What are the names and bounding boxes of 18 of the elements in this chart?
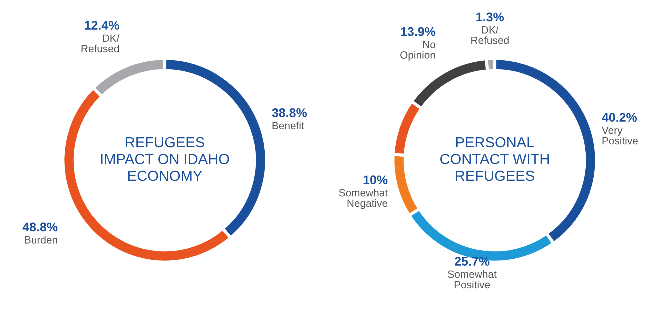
data-label: 38.8% <box>272 108 308 118</box>
slice-label: Benefit <box>272 122 304 130</box>
slice-label: No Opinion <box>400 41 436 61</box>
slice-label: Somewhat Negative <box>339 189 388 210</box>
data-label: 25.7% <box>455 257 490 266</box>
slice-label: Somewhat Positive <box>448 270 497 289</box>
data-label: 40.2% <box>602 113 638 122</box>
slice-label: DK/ Refused <box>82 34 120 53</box>
data-label: 48.8% <box>22 222 58 232</box>
slice-label: DK/ Refused <box>472 26 509 44</box>
text: PERSONAL CONTACT WITH REFUGEES <box>440 137 550 182</box>
slice-label: Burden <box>25 236 58 244</box>
slice-label: Very Positive <box>602 126 638 145</box>
data-label: 1.3% <box>476 12 504 22</box>
data-label: 13.9% <box>401 27 436 36</box>
data-label: 10% <box>364 176 388 185</box>
data-label: 12.4% <box>85 21 120 30</box>
text: REFUGEES IMPACT ON IDAHO ECONOMY <box>101 137 230 182</box>
